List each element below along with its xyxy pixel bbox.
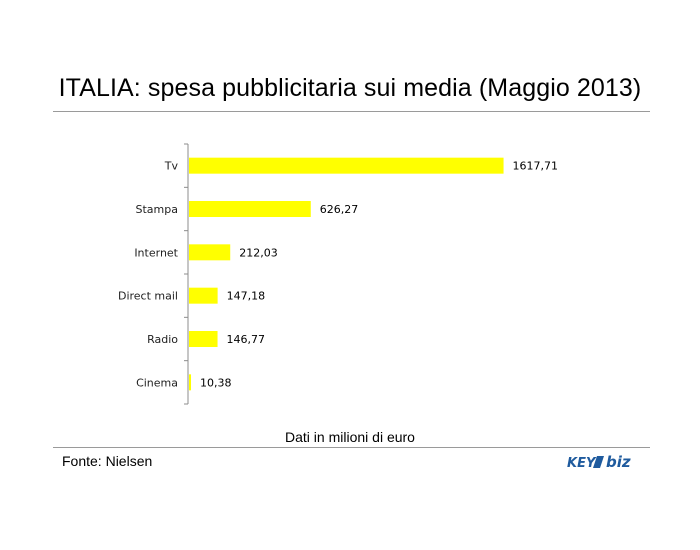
logo-swoosh-icon (593, 456, 604, 468)
category-label-internet: Internet (134, 246, 178, 259)
bar-stampa (189, 201, 311, 217)
key4biz-logo: KEY biz (567, 453, 631, 471)
top-divider (53, 111, 650, 112)
bar-internet (189, 244, 231, 261)
chart-title: ITALIA: spesa pubblicitaria sui media (M… (58, 74, 642, 102)
bottom-divider (53, 447, 650, 448)
category-label-radio: Radio (147, 333, 178, 346)
logo-biz-text: biz (606, 453, 631, 471)
bar-cinema (189, 374, 192, 391)
value-label-internet: 212,03 (239, 246, 278, 259)
bar-radio (189, 331, 218, 347)
value-label-direct-mail: 147,18 (227, 290, 266, 303)
category-label-cinema: Cinema (136, 376, 178, 389)
source-note: Fonte: Nielsen (62, 453, 153, 469)
value-label-stampa: 626,27 (320, 203, 359, 216)
units-note: Dati in milioni di euro (285, 429, 415, 445)
value-label-radio: 146,77 (227, 333, 266, 346)
value-label-tv: 1617,71 (513, 160, 559, 173)
bar-tv (189, 157, 504, 174)
category-label-direct-mail: Direct mail (118, 290, 178, 303)
logo-key-text: KEY (567, 456, 597, 471)
category-label-tv: Tv (164, 160, 179, 173)
bar-direct-mail (189, 287, 218, 304)
value-label-cinema: 10,38 (200, 376, 232, 389)
category-label-stampa: Stampa (136, 203, 178, 216)
